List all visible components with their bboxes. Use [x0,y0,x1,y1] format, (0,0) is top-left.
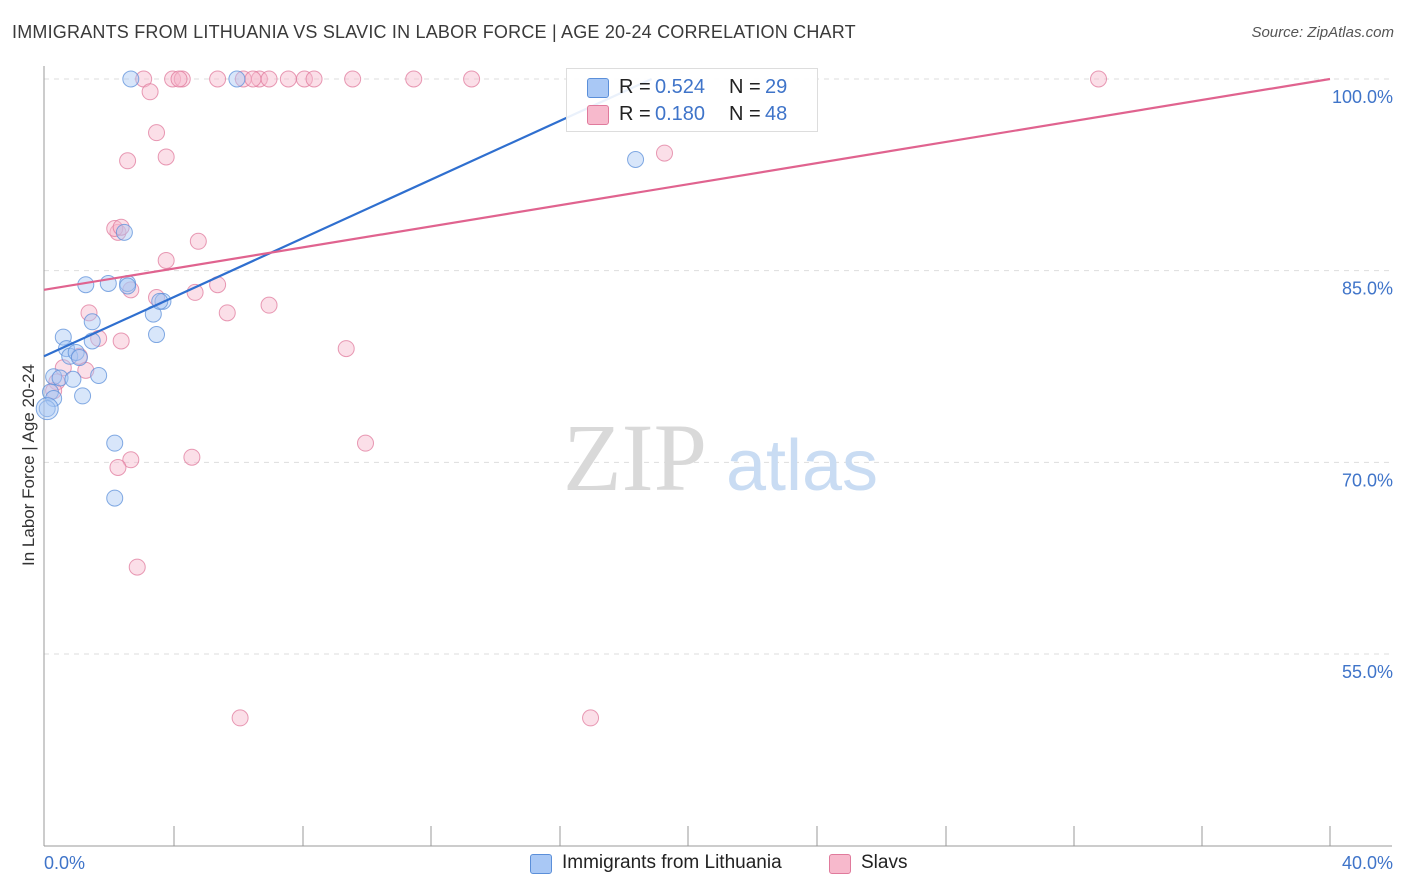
legend-n-label: N = [729,103,761,125]
data-point-slavs [231,709,249,727]
x-tick-label: 0.0% [44,853,85,873]
data-point-slavs [122,451,140,469]
legend-swatch-lithuania [530,854,552,874]
legend-swatch-slavs [587,105,609,125]
data-point-lithuania [627,151,645,168]
data-point-slavs [295,70,313,88]
legend-r-value: 0.180 [655,103,706,125]
data-point-lithuania [67,343,85,361]
data-point-slavs [305,70,323,88]
legend-r-label: R = [619,76,651,98]
legend-n-label: N = [729,76,761,98]
data-point-slavs [250,70,268,88]
data-point-slavs [106,220,124,237]
legend-n-value: 29 [765,76,788,98]
legend-swatch-lithuania [587,78,609,98]
data-point-slavs [112,218,130,236]
x-tick-label: 40.0% [1342,853,1393,873]
source-label: Source: ZipAtlas.com [1251,24,1394,41]
data-point-slavs [1090,70,1108,88]
axes [43,66,1392,847]
data-point-slavs [655,144,673,162]
data-point-slavs [112,332,130,350]
data-point-slavs [260,70,278,88]
data-point-slavs [582,709,600,727]
data-point-lithuania [38,400,56,418]
data-point-slavs [148,124,166,142]
y-axis-label: In Labor Force | Age 20-24 [19,364,38,566]
legend-r-value: 0.524 [655,76,706,98]
data-point-lithuania [228,70,246,88]
data-point-slavs [119,152,137,170]
data-point-slavs [218,304,236,322]
data-point-lithuania [119,277,137,295]
data-point-lithuania [148,326,166,344]
data-point-slavs [128,558,146,576]
correlation-legend: R = 0.524 N = 29 R = 0.180 N = 48 [566,68,818,132]
data-point-lithuania [64,370,82,388]
data-point-slavs [170,70,188,88]
data-point-lithuania [106,434,124,452]
y-tick-label: 100.0% [1332,87,1393,107]
data-point-slavs [405,70,423,88]
trendline-slavs [43,77,1331,291]
legend-label-lithuania: Immigrants from Lithuania [562,852,782,873]
data-point-lithuania [83,313,101,331]
data-point-slavs [337,340,355,358]
y-tick-label: 70.0% [1342,470,1393,490]
data-point-lithuania [90,366,108,384]
data-point-slavs [244,70,262,88]
data-point-lithuania [51,369,69,387]
data-point-slavs [183,448,201,466]
series-lithuania-points [35,70,645,507]
legend-n-value: 48 [765,103,788,125]
watermark-atlas: atlas [726,426,878,506]
data-point-slavs [344,70,362,88]
data-point-lithuania [106,489,124,507]
legend-row-slavs: R = 0.180 N = 48 [567,101,817,129]
series-slavs-points [45,70,1108,727]
y-tick-labels: 55.0% 70.0% 85.0% 100.0% [1332,87,1393,682]
x-tick-labels: 0.0% 40.0% [44,853,1393,873]
legend-swatch-slavs [829,854,851,874]
data-point-slavs [164,70,182,88]
data-point-slavs [157,251,175,269]
data-point-lithuania [70,349,88,367]
data-point-slavs [463,70,481,88]
data-point-lithuania [115,223,133,241]
data-point-slavs [260,296,278,314]
data-point-slavs [209,70,227,88]
trend-lines [43,77,1331,358]
y-tick-label: 55.0% [1342,662,1393,682]
data-point-lithuania [45,389,63,407]
legend-r-label: R = [619,103,651,125]
chart-title: IMMIGRANTS FROM LITHUANIA VS SLAVIC IN L… [12,22,856,42]
grid-lines [44,78,1392,655]
legend-label-slavs: Slavs [861,852,908,873]
data-point-slavs [279,70,297,88]
y-tick-label: 85.0% [1342,279,1393,299]
data-point-slavs [157,148,175,166]
data-point-lithuania [122,70,140,88]
data-point-slavs [357,434,374,452]
watermark-zip: ZIP [563,404,707,511]
data-point-slavs [109,458,127,476]
data-point-lithuania [74,387,92,405]
watermark: ZIP atlas [563,404,878,511]
data-point-slavs [141,83,159,101]
data-point-lithuania [35,397,59,421]
data-point-slavs [80,304,98,322]
legend-row-lithuania: R = 0.524 N = 29 [567,74,817,102]
data-point-slavs [189,232,207,250]
trendline-lithuania [43,77,653,358]
